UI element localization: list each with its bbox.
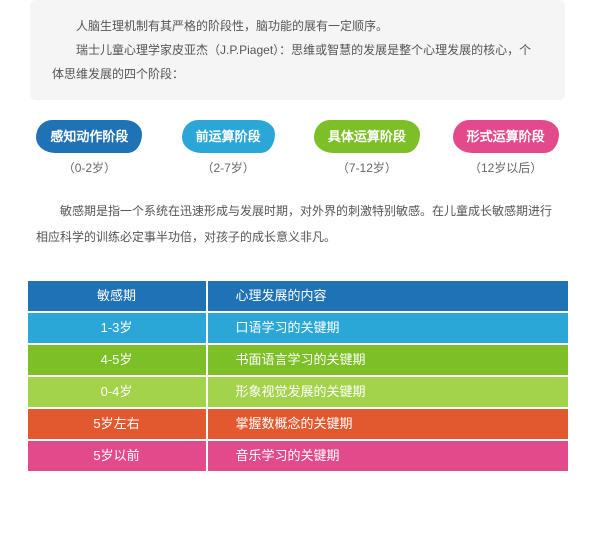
intro-line2: 瑞士儿童心理学家皮亚杰（J.P.Piaget）：思维或智慧的发展是整个心理发展的…: [52, 38, 543, 86]
stage-pill-3: 形式运算阶段: [453, 120, 559, 153]
table-cell-period: 0-4岁: [28, 377, 208, 407]
table-cell-content: 掌握数概念的关键期: [208, 409, 568, 439]
table-cell-content: 心理发展的内容: [208, 281, 568, 311]
table-cell-period: 1-3岁: [28, 313, 208, 343]
table-cell-content: 音乐学习的关键期: [208, 441, 568, 471]
stage-pill-2: 具体运算阶段: [314, 120, 420, 153]
stage-pill-0: 感知动作阶段: [36, 120, 142, 153]
age-0: （0-2岁）: [20, 159, 159, 176]
age-3: （12岁以后）: [436, 159, 575, 176]
table-cell-period: 5岁左右: [28, 409, 208, 439]
sensitive-period-table: 敏感期 心理发展的内容 1-3岁 口语学习的关键期 4-5岁 书面语言学习的关键…: [28, 281, 568, 471]
stage-0: 感知动作阶段: [20, 120, 159, 153]
body-paragraph: 敏感期是指一个系统在迅速形成与发展时期，对外界的刺激特别敏感。在儿童成长敏感期进…: [0, 198, 595, 251]
stage-2: 具体运算阶段: [298, 120, 437, 153]
intro-line1: 人脑生理机制有其严格的阶段性，脑功能的展有一定顺序。: [52, 14, 543, 38]
table-row: 5岁左右 掌握数概念的关键期: [28, 409, 568, 439]
table-row: 1-3岁 口语学习的关键期: [28, 313, 568, 343]
stage-pill-1: 前运算阶段: [182, 120, 275, 153]
table-cell-period: 5岁以前: [28, 441, 208, 471]
table-row: 4-5岁 书面语言学习的关键期: [28, 345, 568, 375]
table-row: 敏感期 心理发展的内容: [28, 281, 568, 311]
table-row: 0-4岁 形象视觉发展的关键期: [28, 377, 568, 407]
age-2: （7-12岁）: [298, 159, 437, 176]
stage-3: 形式运算阶段: [436, 120, 575, 153]
intro-box: 人脑生理机制有其严格的阶段性，脑功能的展有一定顺序。 瑞士儿童心理学家皮亚杰（J…: [30, 0, 565, 100]
ages-row: （0-2岁） （2-7岁） （7-12岁） （12岁以后）: [0, 159, 595, 176]
table-cell-period: 敏感期: [28, 281, 208, 311]
table-cell-content: 形象视觉发展的关键期: [208, 377, 568, 407]
table-cell-content: 书面语言学习的关键期: [208, 345, 568, 375]
age-1: （2-7岁）: [159, 159, 298, 176]
table-cell-period: 4-5岁: [28, 345, 208, 375]
table-row: 5岁以前 音乐学习的关键期: [28, 441, 568, 471]
table-cell-content: 口语学习的关键期: [208, 313, 568, 343]
stage-1: 前运算阶段: [159, 120, 298, 153]
stages-row: 感知动作阶段 前运算阶段 具体运算阶段 形式运算阶段: [0, 120, 595, 153]
